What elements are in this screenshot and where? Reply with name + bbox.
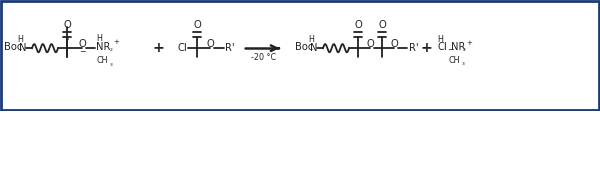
Text: R': R' (409, 43, 419, 53)
Text: O: O (354, 20, 362, 30)
Text: CH: CH (448, 56, 460, 65)
Text: NR: NR (96, 42, 110, 52)
Text: ₂: ₂ (463, 46, 466, 52)
Text: Boc: Boc (295, 42, 313, 52)
Text: O: O (63, 20, 71, 30)
Text: H: H (308, 35, 314, 44)
Text: +: + (420, 41, 432, 55)
Text: O: O (390, 39, 398, 49)
Text: N: N (310, 43, 317, 53)
Text: CH: CH (96, 56, 108, 65)
Text: O: O (366, 39, 374, 49)
Text: amino acid.: amino acid. (10, 151, 84, 164)
Text: ₃: ₃ (462, 60, 465, 66)
Text: +: + (466, 40, 472, 46)
Text: H: H (437, 35, 443, 44)
Text: Cl: Cl (178, 43, 188, 53)
Text: H: H (96, 34, 102, 43)
Text: -20 °C: -20 °C (251, 53, 276, 62)
Text: N: N (19, 43, 26, 53)
Text: O: O (193, 20, 201, 30)
Text: Cl: Cl (437, 42, 447, 52)
Text: −: − (447, 45, 454, 54)
Text: ₃: ₃ (110, 60, 113, 67)
Text: Boc: Boc (4, 42, 22, 52)
Text: ₂: ₂ (110, 46, 113, 52)
Text: −: − (79, 47, 85, 56)
Text: R': R' (225, 43, 235, 53)
Text: O: O (78, 39, 86, 49)
Text: H: H (17, 35, 23, 44)
Text: O: O (378, 20, 386, 30)
Text: NR: NR (451, 42, 466, 52)
Text: +: + (113, 39, 119, 45)
Text: Scheme B: Formation of mixed anhydride with a Boc-protected: Scheme B: Formation of mixed anhydride w… (10, 125, 413, 138)
Text: O: O (206, 39, 214, 49)
Text: +: + (152, 41, 164, 55)
